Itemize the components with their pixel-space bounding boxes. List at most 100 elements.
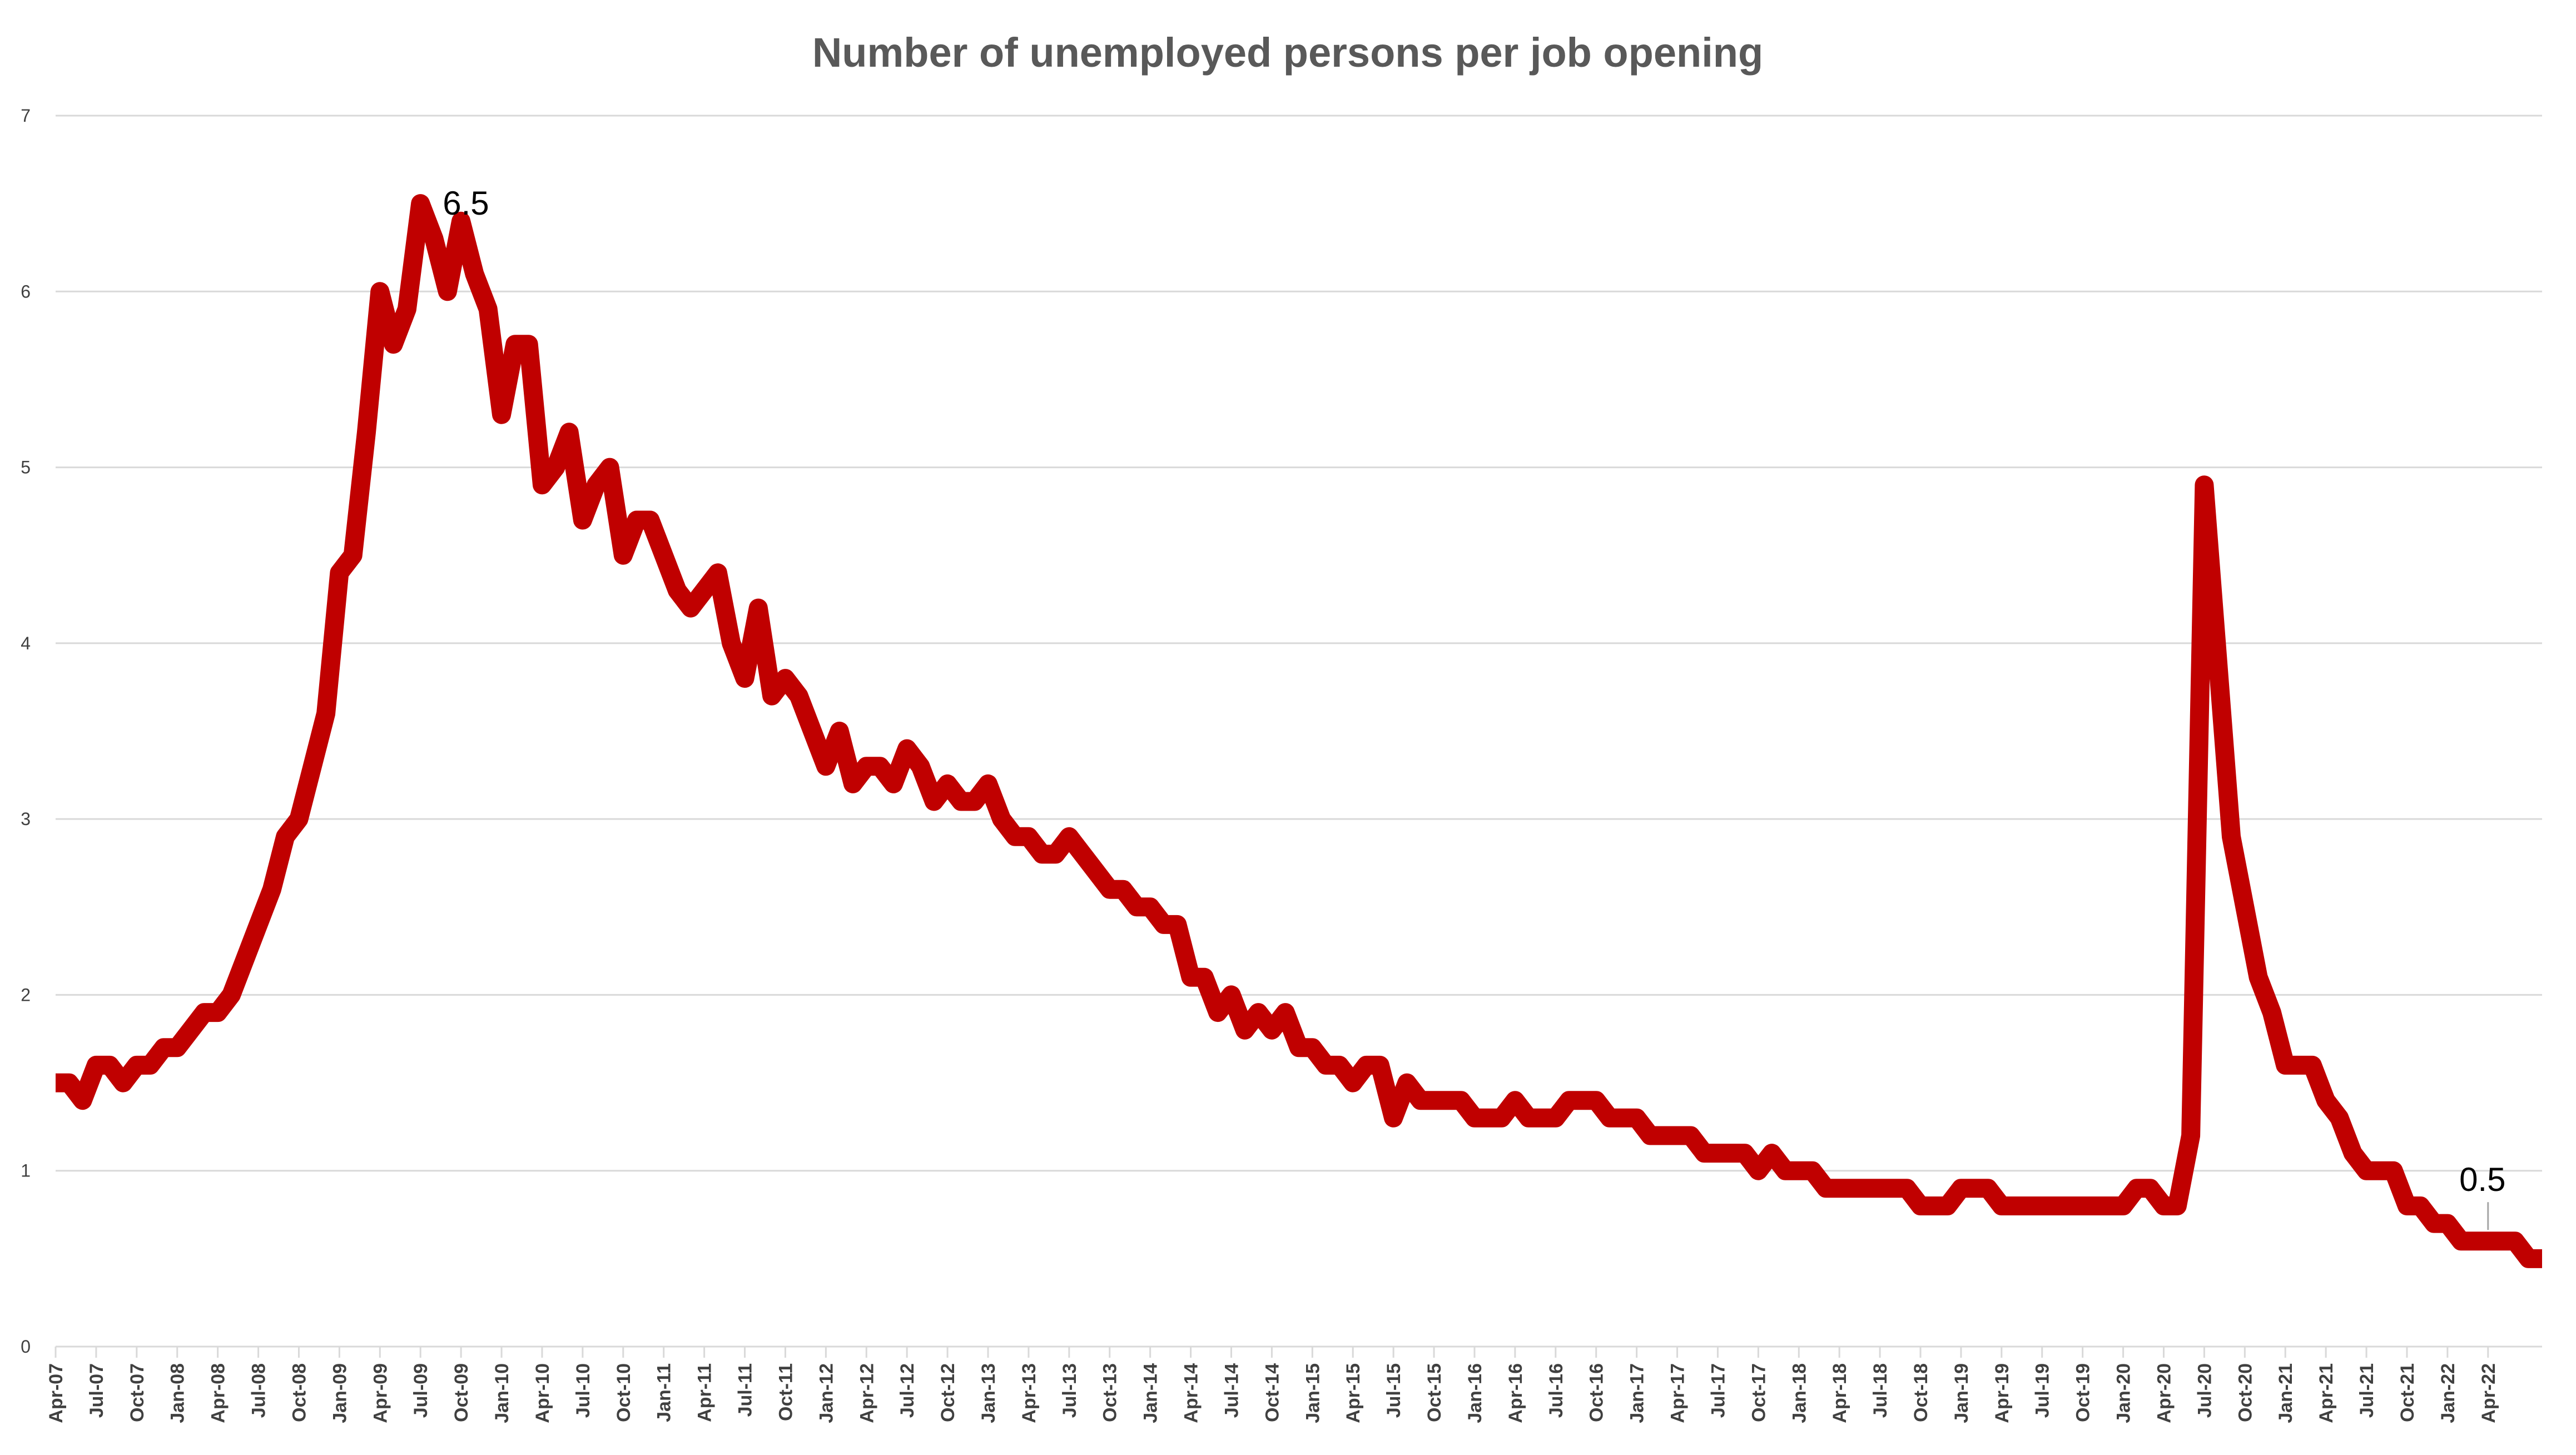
x-tick-label: Jul-11 <box>735 1363 756 1417</box>
data-point <box>365 431 368 433</box>
data-point <box>1636 1117 1638 1119</box>
y-axis-tick-labels: 0 1 2 3 4 5 6 7 <box>21 106 31 1357</box>
data-point <box>1947 1205 1949 1207</box>
data-point <box>865 765 867 767</box>
data-point <box>203 1011 205 1014</box>
data-point <box>2460 1240 2462 1242</box>
x-tick-label: Jul-18 <box>1870 1363 1891 1418</box>
x-tick-label: Jan-11 <box>654 1363 675 1422</box>
data-point <box>2027 1205 2029 1207</box>
data-point <box>1068 836 1070 838</box>
data-point <box>257 923 260 926</box>
data-point <box>689 607 692 609</box>
x-tick-label: Apr-15 <box>1343 1363 1364 1423</box>
data-point <box>2406 1205 2408 1207</box>
x-tick-label: Jan-18 <box>1789 1363 1810 1423</box>
data-point <box>609 466 611 469</box>
grid-lines <box>56 115 2542 1172</box>
data-point <box>2298 1064 2300 1066</box>
data-point <box>636 519 638 522</box>
data-point <box>446 290 449 292</box>
data-point <box>1135 906 1138 908</box>
data-point <box>311 765 314 767</box>
data-point <box>825 765 827 767</box>
data-point <box>1379 1064 1381 1066</box>
data-point <box>2284 1064 2286 1066</box>
data-point <box>1163 923 1165 926</box>
x-tick-label: Jul-15 <box>1383 1363 1404 1418</box>
data-point <box>2352 1152 2354 1154</box>
x-tick-label: Oct-18 <box>1910 1363 1932 1422</box>
data-point <box>244 959 246 961</box>
data-point <box>838 730 841 732</box>
data-point <box>1581 1099 1584 1101</box>
x-tick-label: Jul-16 <box>1546 1363 1567 1418</box>
x-tick-label: Oct-09 <box>451 1363 472 1422</box>
data-point <box>1244 1029 1246 1031</box>
data-point <box>663 554 665 557</box>
data-point <box>190 1029 192 1031</box>
data-point <box>54 1082 57 1084</box>
data-point <box>217 1011 219 1014</box>
x-tick-label: Jul-21 <box>2356 1363 2378 1418</box>
data-point <box>554 466 557 469</box>
data-point <box>2474 1240 2476 1242</box>
data-point <box>2419 1205 2421 1207</box>
data-point <box>1852 1187 1854 1189</box>
y-tick-label: 3 <box>21 809 31 829</box>
data-point <box>2082 1205 2084 1207</box>
data-point <box>338 572 340 574</box>
data-point <box>906 748 908 750</box>
data-point <box>1284 1011 1287 1014</box>
x-tick-label: Jan-20 <box>2113 1363 2135 1423</box>
data-point <box>933 801 935 803</box>
x-tick-label: Jan-22 <box>2438 1363 2459 1423</box>
x-tick-label: Jan-15 <box>1302 1363 1323 1423</box>
x-tick-label: Jul-19 <box>2032 1363 2053 1418</box>
data-point <box>500 414 503 416</box>
data-point <box>82 1099 84 1101</box>
data-point <box>352 554 354 557</box>
data-point <box>284 836 286 838</box>
data-point <box>1798 1170 1800 1172</box>
data-point <box>960 801 962 803</box>
data-point <box>1825 1187 1827 1189</box>
x-tick-label: Oct-17 <box>1748 1363 1769 1422</box>
data-point <box>771 695 773 697</box>
data-point <box>2001 1205 2003 1207</box>
data-point <box>2271 1011 2273 1014</box>
data-point <box>2365 1170 2367 1172</box>
data-point <box>230 994 232 996</box>
data-point <box>1028 836 1030 838</box>
x-tick-label: Jul-20 <box>2194 1363 2215 1418</box>
x-tick-label: Apr-13 <box>1019 1363 1040 1423</box>
data-point <box>1406 1082 1408 1084</box>
data-point <box>2122 1205 2125 1207</box>
data-point <box>1176 923 1178 926</box>
data-point <box>1000 818 1002 820</box>
data-point <box>852 783 854 785</box>
x-tick-label: Jan-16 <box>1465 1363 1486 1423</box>
x-tick-label: Oct-21 <box>2397 1363 2418 1422</box>
data-point <box>298 818 300 820</box>
x-tick-label: Jul-12 <box>897 1363 918 1418</box>
y-tick-label: 4 <box>21 633 31 653</box>
x-tick-label: Apr-14 <box>1181 1363 1202 1423</box>
data-point <box>1122 888 1124 891</box>
x-tick-label: Apr-22 <box>2478 1363 2499 1423</box>
data-point <box>2379 1170 2381 1172</box>
data-point <box>528 343 530 345</box>
data-point <box>1311 1046 1313 1049</box>
data-label-peak: 6.5 <box>443 185 489 222</box>
data-point <box>987 783 989 785</box>
x-tick-label: Apr-19 <box>1992 1363 2013 1423</box>
data-point <box>514 343 516 345</box>
data-point <box>1149 906 1151 908</box>
data-point <box>1757 1170 1759 1172</box>
x-tick-label: Jan-14 <box>1140 1363 1162 1423</box>
data-point <box>1298 1046 1300 1049</box>
data-point <box>1690 1135 1692 1137</box>
x-tick-label: Oct-07 <box>127 1363 148 1422</box>
x-tick-label: Jan-21 <box>2275 1363 2296 1423</box>
x-tick-label: Oct-16 <box>1586 1363 1607 1422</box>
